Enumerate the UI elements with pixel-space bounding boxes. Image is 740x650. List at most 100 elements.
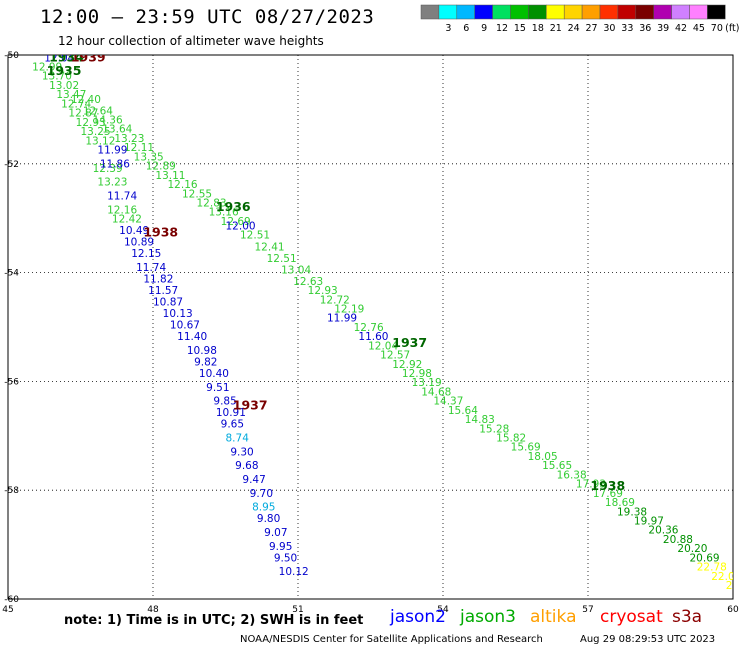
color-bin-label: 36 <box>639 23 651 34</box>
wave-height-label: 13.35 <box>134 151 164 163</box>
wave-height-label: 13.12 <box>85 135 115 147</box>
wave-height-label: 15.69 <box>511 442 541 454</box>
wave-height-label: 14.83 <box>465 414 495 426</box>
lat-tick-label: -52 <box>4 160 19 170</box>
wave-height-label: 8.74 <box>226 433 250 445</box>
pass-time-label: 1936 <box>216 199 251 214</box>
wave-height-label: 11.60 <box>358 331 388 343</box>
color-scale-bar: 3 6 9 12 15 18 21 24 27 30 33 36 39 42 45 70 (ft) <box>420 4 739 34</box>
lon-tick-label: 45 <box>2 605 13 615</box>
wave-height-label: 12.89 <box>146 161 176 173</box>
wave-height-label: 10.98 <box>187 345 217 357</box>
color-bin-label: 9 <box>481 23 487 34</box>
map-title: 12:00 – 23:59 UTC 08/27/2023 <box>40 6 375 28</box>
jason3-track-a: 12.9913.7013.0213.4712.7412.8712.9313.25… <box>32 62 142 226</box>
wave-height-label: 18.69 <box>605 497 635 509</box>
wave-height-label: 12.42 <box>112 214 142 226</box>
wave-height-label: 12.16 <box>107 204 137 216</box>
wave-height-label: 12.76 <box>354 322 384 334</box>
wave-height-label: 12.19 <box>334 303 364 315</box>
wave-height-label: 13.02 <box>49 80 79 92</box>
legend-s3a: s3a <box>672 607 703 627</box>
wave-height-label: 13.25 <box>81 126 111 138</box>
wave-height-label: 10.12 <box>279 566 309 578</box>
wave-height-label: 22.78 <box>697 562 727 574</box>
wave-height-label: 12.98 <box>402 368 432 380</box>
pass-time-label: 1938 <box>143 224 178 239</box>
pass-time-label: 1937 <box>233 397 268 412</box>
cyan-points: 8.74 8.95 <box>226 433 276 514</box>
wave-height-label: 20.69 <box>690 552 720 564</box>
wave-height-label: 13.19 <box>412 377 442 389</box>
wave-height-label: 12.63 <box>293 276 323 288</box>
wave-height-label: 15.65 <box>542 460 572 472</box>
wave-height-label: 9.50 <box>274 552 297 564</box>
wave-height-label: 13.70 <box>42 71 72 83</box>
color-bin-label: 21 <box>550 23 562 34</box>
wave-height-label: 12.00 <box>226 221 256 233</box>
wave-height-label: 12.04 <box>44 52 74 64</box>
wave-height-label: 9.65 <box>221 419 244 431</box>
wave-height-label: 10.49 <box>119 225 149 237</box>
wave-height-label: 12.51 <box>267 253 297 265</box>
wave-height-label: 18.05 <box>528 451 558 463</box>
wave-height-label: 12.51 <box>240 230 270 242</box>
map-subtitle: 12 hour collection of altimeter wave hei… <box>58 34 324 48</box>
pass-time-label: 1939 <box>71 49 106 64</box>
lon-tick-label: 57 <box>582 605 593 615</box>
wave-height-label: 20.20 <box>677 543 707 555</box>
wave-height-label: 11.99 <box>327 313 357 325</box>
color-bin-label: 27 <box>586 23 598 34</box>
color-unit-label: (ft) <box>725 23 739 34</box>
wave-height-label: 12.72 <box>320 294 350 306</box>
plot-area: 45 48 51 54 57 60 -50 -52 -54 -56 -58 -60 <box>2 51 739 615</box>
wave-height-label: 11.86 <box>100 158 130 170</box>
generated-timestamp: Aug 29 08:29:53 UTC 2023 <box>580 634 716 645</box>
wave-height-label: 12.64 <box>83 105 113 117</box>
wave-height-label: 22.65 <box>726 580 740 592</box>
color-bin-label: 15 <box>514 23 526 34</box>
lat-tick-label: -50 <box>4 51 19 61</box>
wave-height-label: 9.07 <box>264 527 287 539</box>
color-bin-label: 3 <box>445 23 451 34</box>
wave-height-label: 22.07 <box>711 571 740 583</box>
wave-height-label: 17.69 <box>593 488 623 500</box>
wave-height-label: 8.95 <box>252 502 275 514</box>
wave-height-label: 15.28 <box>479 423 509 435</box>
wave-height-label: 13.23 <box>97 177 127 189</box>
wave-height-label: 12.40 <box>71 94 101 106</box>
wave-height-label: 19.38 <box>617 506 647 518</box>
wave-height-label: 13.16 <box>209 207 239 219</box>
wave-height-label: 9.82 <box>194 356 217 368</box>
pass-time-label: 1938 <box>590 478 625 493</box>
pass-time-label: 1935 <box>47 63 82 78</box>
wave-height-label: 12.04 <box>368 340 398 352</box>
wave-height-label: 12.93 <box>76 117 106 129</box>
wave-height-label: 14.68 <box>421 386 451 398</box>
wave-height-label: 15.82 <box>496 433 526 445</box>
wave-height-label: 14.37 <box>433 396 463 408</box>
color-bin-label: 24 <box>568 23 580 34</box>
lat-tick-label: -58 <box>4 486 19 496</box>
wave-height-label: 12.41 <box>255 241 285 253</box>
wave-height-label: 12.74 <box>61 98 91 110</box>
wave-height-label: 13.23 <box>114 133 144 145</box>
color-bin-label: 70 <box>711 23 723 34</box>
wave-height-label: 9.80 <box>257 513 280 525</box>
wave-height-label: 12.83 <box>197 197 227 209</box>
wave-height-label: 13.47 <box>56 89 86 101</box>
color-bin <box>707 4 726 20</box>
wave-height-label: 11.40 <box>177 331 207 343</box>
wave-height-label: 12.99 <box>32 62 62 74</box>
wave-height-label: 13.11 <box>155 170 185 182</box>
color-bin-label: 18 <box>532 23 544 34</box>
wave-height-label: 17.93 <box>576 479 606 491</box>
wave-height-label: 9.70 <box>250 488 273 500</box>
wave-height-label: 12.55 <box>182 188 212 200</box>
wave-height-label: 19.97 <box>634 515 664 527</box>
jason3-track-b: 12.4012.6414.3613.6413.2312.1113.3512.89… <box>71 94 635 509</box>
